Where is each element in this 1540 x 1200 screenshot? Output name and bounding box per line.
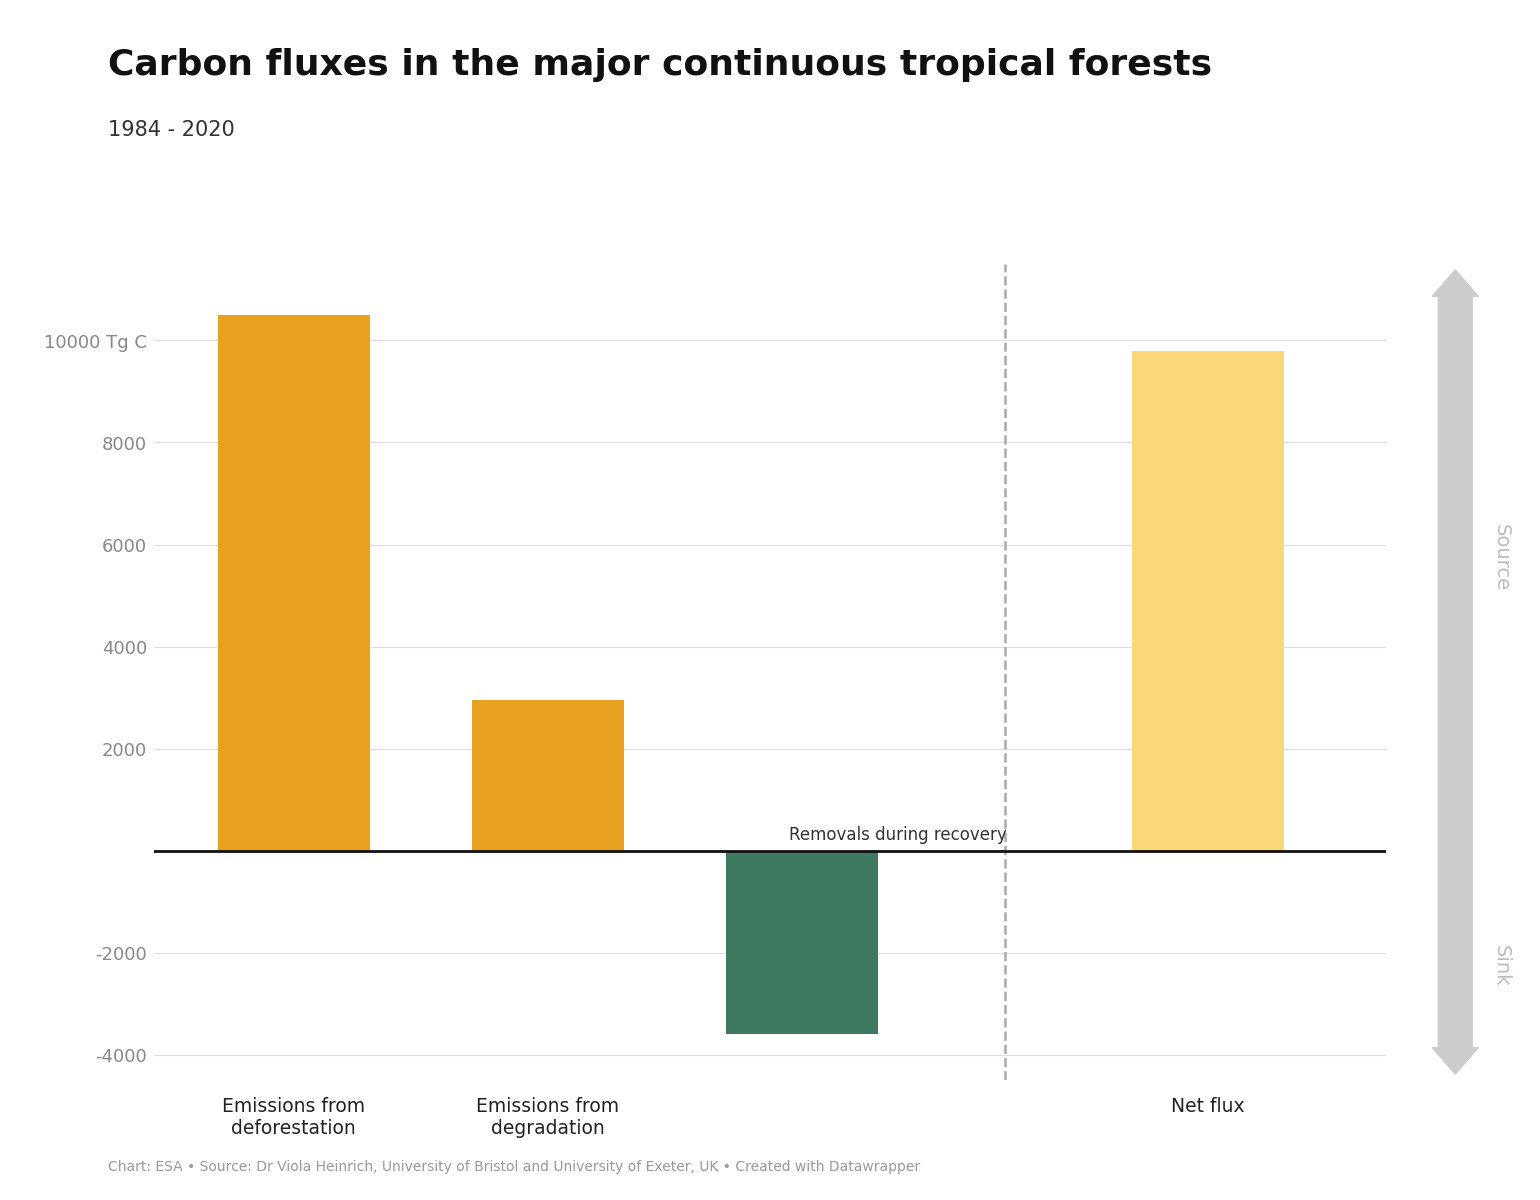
Text: Carbon fluxes in the major continuous tropical forests: Carbon fluxes in the major continuous tr… <box>108 48 1212 82</box>
Bar <box>725 851 878 1034</box>
Text: Chart: ESA • Source: Dr Viola Heinrich, University of Bristol and University of : Chart: ESA • Source: Dr Viola Heinrich, … <box>108 1159 919 1174</box>
Bar <box>1132 350 1284 851</box>
Bar <box>217 314 370 851</box>
Text: Source: Source <box>1492 523 1511 590</box>
Text: Sink: Sink <box>1492 944 1511 986</box>
Text: 1984 - 2020: 1984 - 2020 <box>108 120 234 140</box>
Text: Removals during recovery: Removals during recovery <box>788 826 1007 844</box>
Bar <box>471 700 624 851</box>
